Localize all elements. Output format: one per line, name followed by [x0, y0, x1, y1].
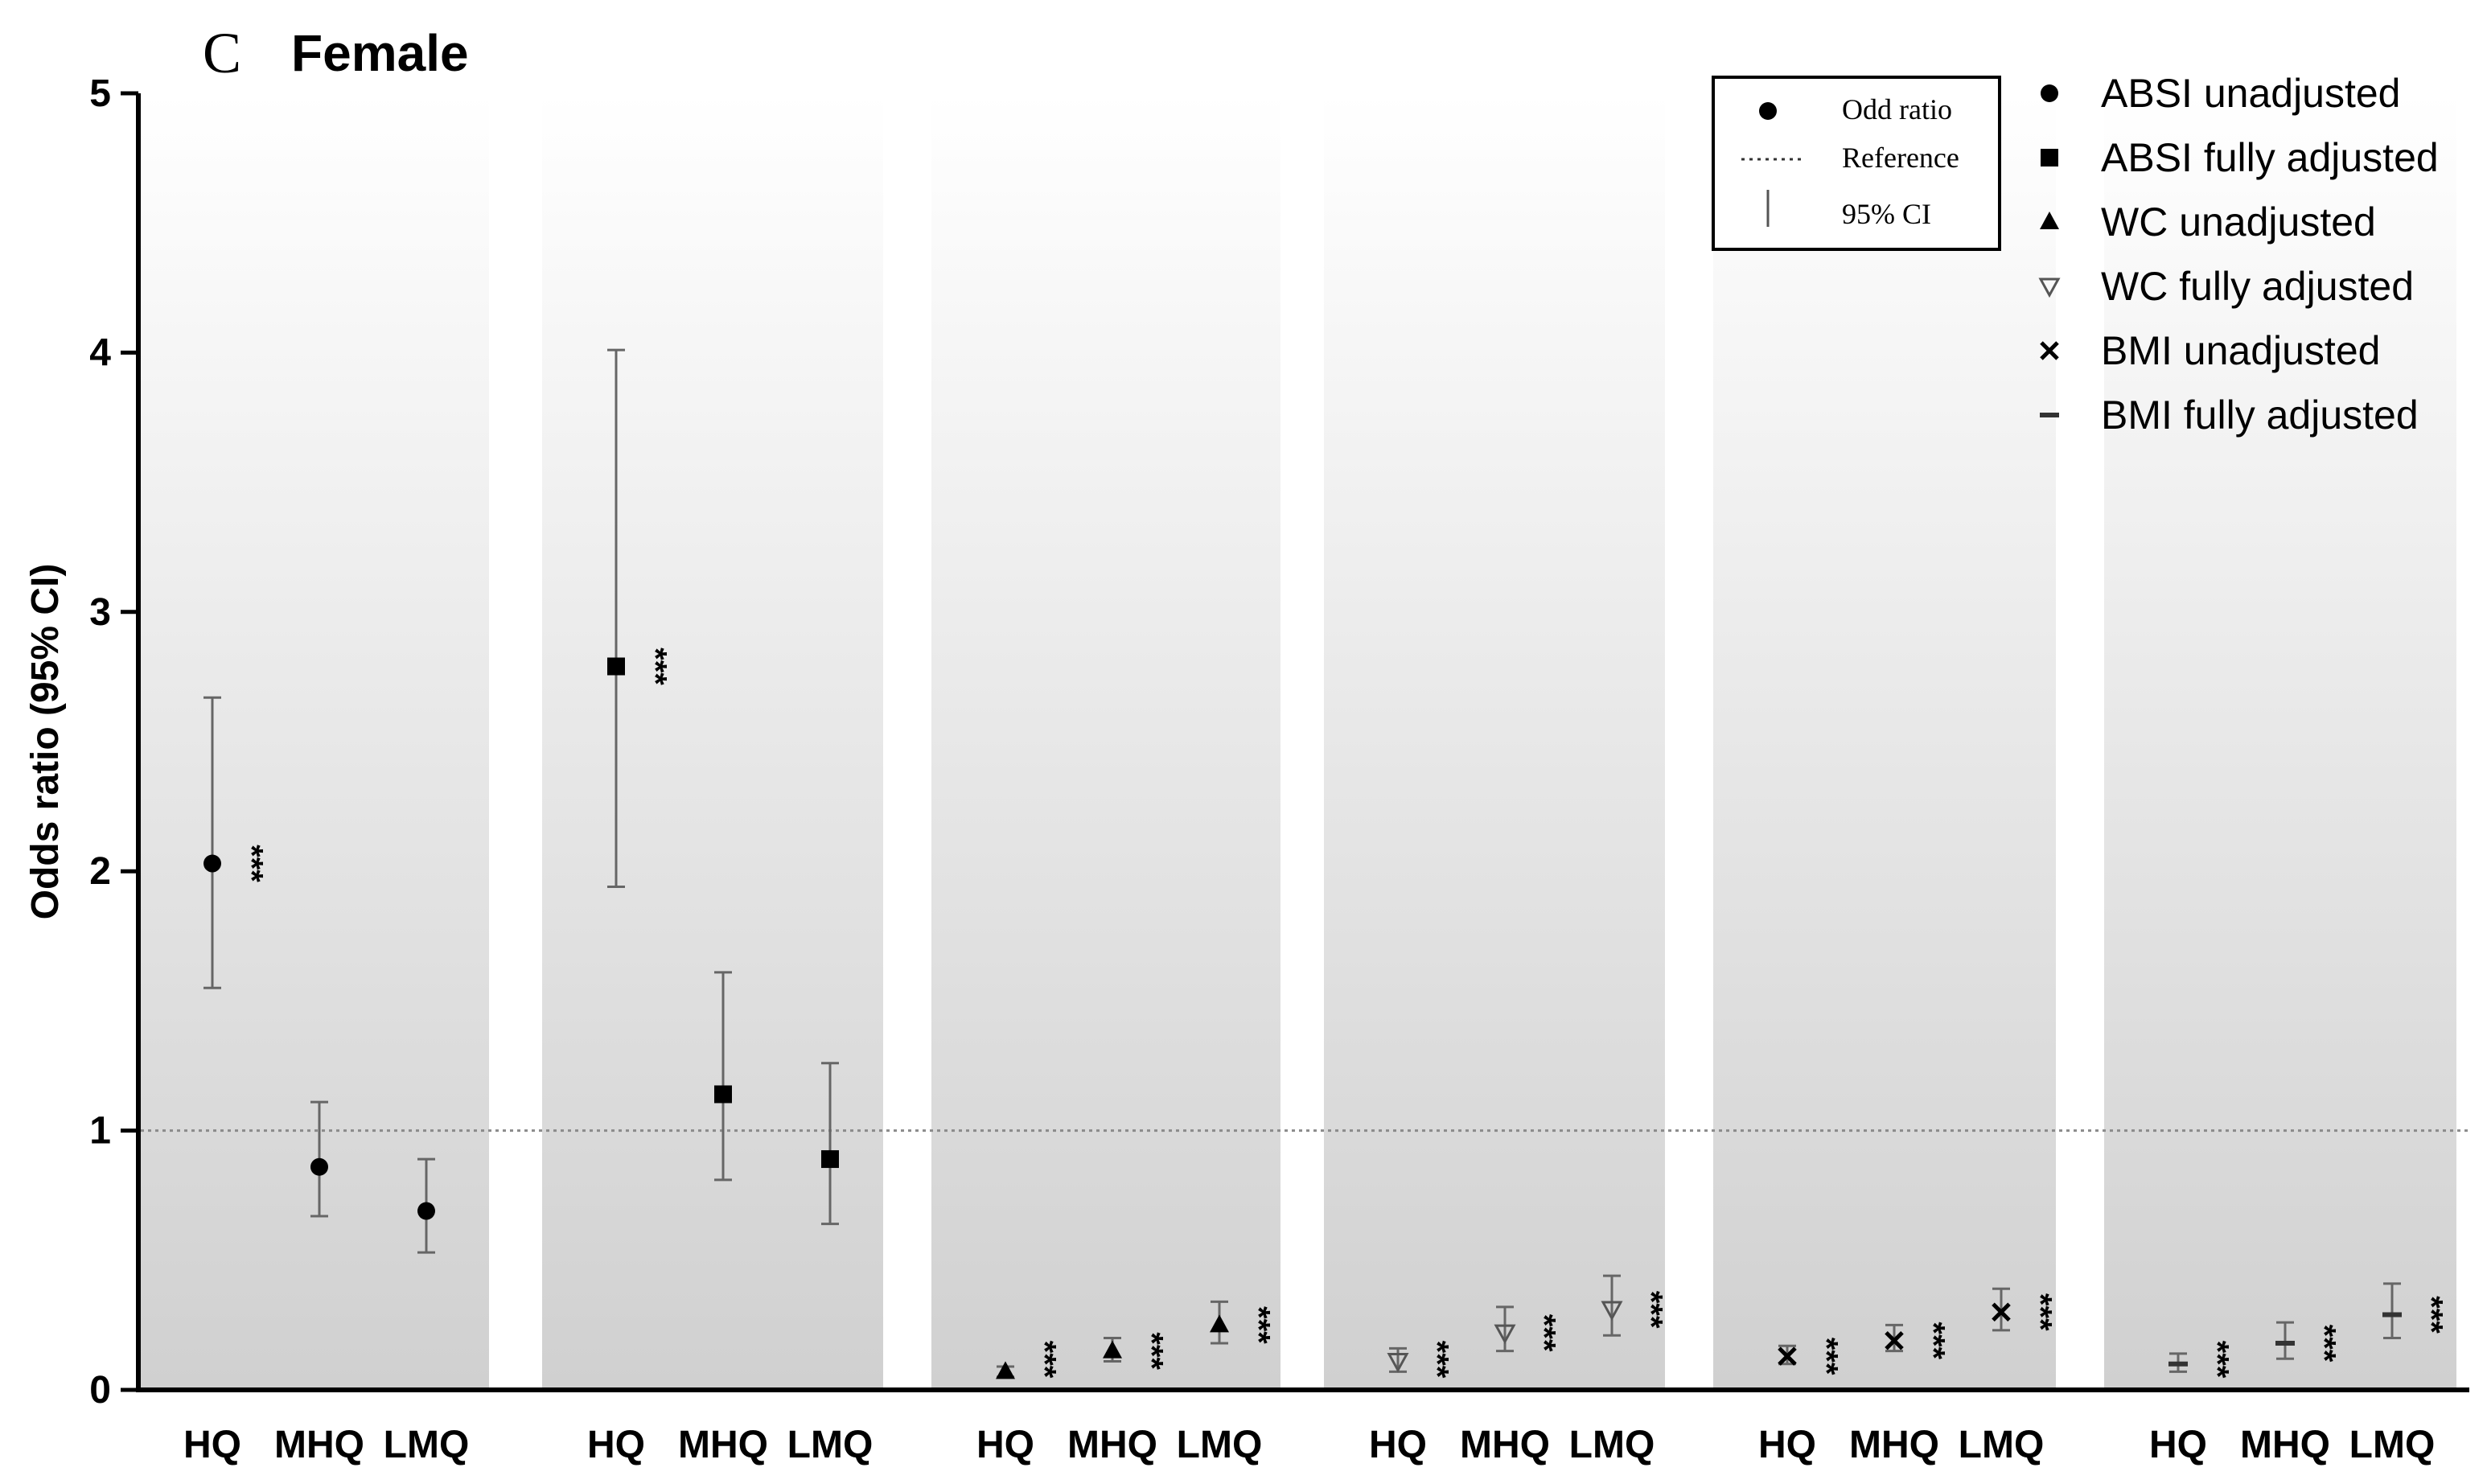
x-tick-label: MHQ [2240, 1424, 2330, 1466]
data-point [996, 1361, 1015, 1379]
y-tick-label: 3 [89, 591, 111, 634]
data-point [1103, 1340, 1122, 1359]
data-point [417, 1202, 435, 1220]
legend-marker-icon [2041, 84, 2058, 102]
data-point [1387, 1353, 1409, 1373]
x-ticks: HQ MHQ LMQ HQ MHQ LMQ HQ MHQ LMQ HQ MHQ LMQ HQ MHQ LMQ… [183, 1424, 2435, 1466]
group-band [931, 93, 1280, 1390]
data-point [821, 1150, 839, 1169]
x-tick-label: LMQ [1569, 1424, 1655, 1466]
significance-label: *** [2022, 1293, 2057, 1331]
ci-error-bar [2383, 1282, 2401, 1340]
data-point [714, 1085, 732, 1104]
panel-letter: C [203, 21, 241, 85]
group-band [542, 93, 883, 1390]
x-tick-label: LMQ [384, 1424, 470, 1466]
y-tick-label: 1 [89, 1110, 111, 1153]
ci-error-bar [821, 1062, 839, 1226]
error-bars [203, 348, 2401, 1379]
data-point [2168, 1361, 2188, 1367]
significance-label: *** [1633, 1291, 1668, 1329]
group-band [1713, 93, 2056, 1390]
x-tick-label: LMQ [787, 1424, 874, 1466]
y-tick-label: 4 [89, 331, 111, 374]
significance-label: *** [1915, 1322, 1951, 1359]
legend-key-box: Odd ratio Reference 95% CI [1712, 76, 2001, 251]
y-axis-label: Odds ratio (95% CI) [24, 564, 67, 920]
significance-label: *** [1133, 1332, 1169, 1370]
significance-label: *** [1526, 1314, 1561, 1352]
legend-key-label: Odd ratio [1842, 93, 1952, 125]
y-ticks: 0 1 2 3 4 5 [89, 72, 138, 1412]
legend-marker-icon [2040, 212, 2059, 229]
x-tick-label: MHQ [678, 1424, 768, 1466]
legend-key-dot-icon [1759, 102, 1777, 120]
significance-label: *** [1808, 1338, 1844, 1375]
legend-marker-icon [2038, 277, 2061, 298]
x-tick-label: MHQ [1849, 1424, 1939, 1466]
legend-label: WC fully adjusted [2101, 264, 2414, 309]
significance-label: *** [637, 647, 672, 685]
x-tick-label: LMQ [1177, 1424, 1263, 1466]
data-point [1992, 1302, 2011, 1322]
data-point [2382, 1312, 2402, 1318]
x-tick-label: HQ [1369, 1424, 1427, 1466]
data-markers [203, 657, 2402, 1379]
data-point [310, 1157, 328, 1176]
legend-label: WC unadjusted [2101, 199, 2376, 245]
significance-label: *** [1419, 1341, 1454, 1379]
group-band [138, 93, 489, 1390]
x-tick-label: MHQ [1460, 1424, 1550, 1466]
ci-error-bar [1603, 1274, 1621, 1337]
x-tick-label: HQ [1758, 1424, 1816, 1466]
significance-label: *** [2199, 1341, 2234, 1379]
data-point [1494, 1324, 1516, 1345]
x-tick-label: HQ [2149, 1424, 2207, 1466]
legend-key-label: Reference [1842, 142, 1959, 174]
data-point [2275, 1340, 2295, 1346]
ci-error-bar [714, 971, 732, 1182]
x-tick-label: HQ [976, 1424, 1034, 1466]
x-tick-label: HQ [587, 1424, 645, 1466]
x-tick-label: MHQ [1067, 1424, 1157, 1466]
data-point [1601, 1301, 1623, 1322]
legend: ABSI unadjusted ABSI fully adjusted WC una… [2038, 71, 2439, 438]
x-tick-label: LMQ [2349, 1424, 2436, 1466]
x-tick-label: HQ [183, 1424, 241, 1466]
legend-marker-icon [2040, 413, 2059, 417]
legend-label: BMI fully adjusted [2101, 393, 2419, 438]
y-tick-label: 2 [89, 850, 111, 893]
x-tick-label: LMQ [1959, 1424, 2045, 1466]
significance-label: *** [2413, 1296, 2448, 1334]
data-point [203, 854, 221, 873]
significance-label: *** [233, 845, 269, 882]
significance-labels: *** *** *** *** *** *** *** *** *** *** *** *** *** *… [233, 647, 2448, 1379]
data-point [607, 657, 625, 676]
legend-marker-icon [2041, 149, 2058, 166]
ci-error-bar [607, 348, 625, 889]
significance-label: *** [2306, 1325, 2341, 1363]
significance-label: *** [1026, 1341, 1062, 1379]
group-band [2104, 93, 2456, 1390]
legend-key-label: 95% CI [1842, 198, 1931, 230]
panel-title: Female [291, 24, 469, 82]
data-point [1778, 1346, 1797, 1366]
y-tick-label: 0 [89, 1369, 111, 1412]
group-bands [138, 93, 2456, 1390]
x-tick-label: MHQ [274, 1424, 364, 1466]
legend-label: ABSI fully adjusted [2101, 135, 2439, 180]
legend-marker-icon [2040, 341, 2059, 360]
legend-label: ABSI unadjusted [2101, 71, 2401, 116]
ci-error-bar [2276, 1321, 2294, 1360]
data-point [1885, 1330, 1904, 1350]
data-point [1210, 1314, 1229, 1333]
y-tick-label: 5 [89, 72, 111, 115]
group-band [1324, 93, 1665, 1390]
legend-label: BMI unadjusted [2101, 328, 2380, 373]
significance-label: *** [1240, 1306, 1276, 1344]
ci-error-bar [203, 696, 221, 989]
